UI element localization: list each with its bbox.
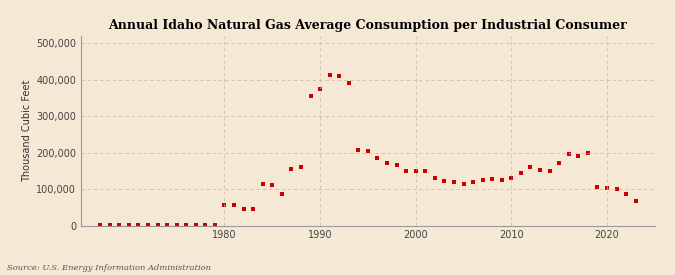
Y-axis label: Thousand Cubic Feet: Thousand Cubic Feet — [22, 79, 32, 182]
Text: Source: U.S. Energy Information Administration: Source: U.S. Energy Information Administ… — [7, 264, 211, 272]
Title: Annual Idaho Natural Gas Average Consumption per Industrial Consumer: Annual Idaho Natural Gas Average Consump… — [109, 19, 627, 32]
